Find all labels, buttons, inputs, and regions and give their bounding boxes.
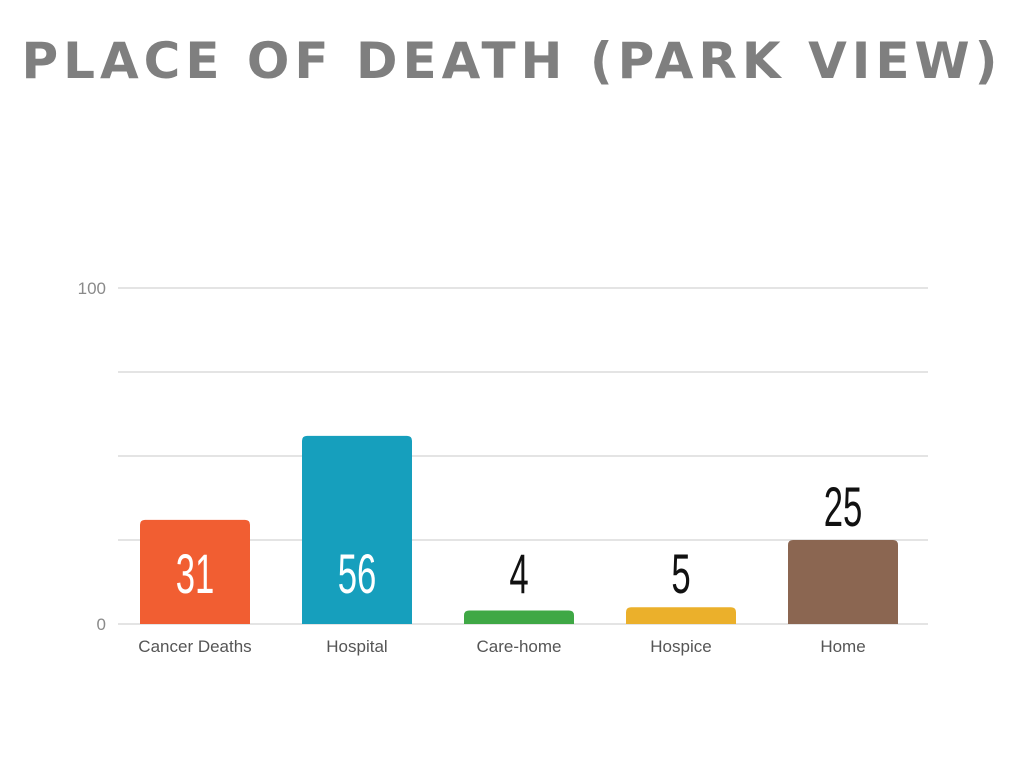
- category-label: Home: [820, 637, 865, 656]
- value-labels: 31 56 4 5 25: [176, 476, 863, 606]
- bar-hospice: [626, 607, 736, 624]
- y-axis-ticks: 0 100: [78, 279, 106, 634]
- category-label: Cancer Deaths: [138, 637, 251, 656]
- category-labels: Cancer Deaths Hospital Care-home Hospice Hom…: [138, 637, 865, 656]
- bar-home: [788, 540, 898, 624]
- bar-care-home: [464, 610, 574, 624]
- value-label: 31: [176, 543, 215, 606]
- bars: [140, 435, 898, 624]
- category-label: Hospital: [326, 637, 387, 656]
- category-label: Hospice: [650, 637, 711, 656]
- bar-cancer-deaths: [140, 519, 250, 624]
- value-label: 5: [671, 543, 690, 606]
- chart-title: PLACE OF DEATH (PARK VIEW): [21, 32, 1003, 90]
- y-tick-label: 0: [97, 615, 106, 634]
- category-label: Care-home: [476, 637, 561, 656]
- y-tick-label: 100: [78, 279, 106, 298]
- bar-hospital: [302, 435, 412, 624]
- value-label: 25: [824, 476, 863, 539]
- value-label: 4: [509, 543, 528, 606]
- value-label: 56: [338, 543, 377, 606]
